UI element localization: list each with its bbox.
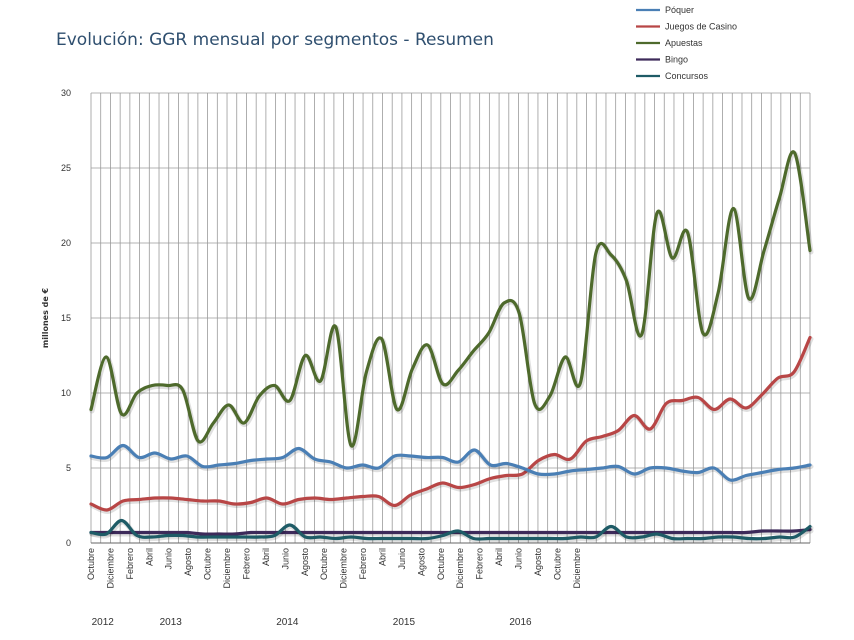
y-axis-label: millones de €: [41, 287, 50, 348]
legend-label: Póquer: [665, 5, 694, 15]
series-lines: [89, 150, 814, 544]
legend-label: Apuestas: [665, 38, 703, 48]
y-tick-label: 15: [61, 313, 71, 323]
x-tick-label: Diciembre: [105, 548, 115, 589]
x-tick-label: Abril: [144, 548, 154, 566]
y-tick-label: 30: [61, 88, 71, 98]
legend-label: Concursos: [665, 71, 709, 81]
legend: Póquer Juegos de Casino Apuestas Bingo Concu…: [636, 5, 737, 81]
grid: [90, 92, 811, 544]
y-tick-label: 10: [61, 388, 71, 398]
year-label: 2014: [276, 617, 299, 628]
x-tick-label: Diciembre: [455, 548, 465, 589]
legend-label: Bingo: [665, 55, 688, 65]
year-label: 2012: [92, 617, 115, 628]
x-tick-label: Diciembre: [339, 548, 349, 589]
legend-label: Juegos de Casino: [665, 22, 737, 32]
x-tick-label: Agosto: [183, 548, 193, 576]
x-tick-label: Febrero: [125, 548, 135, 580]
year-label: 2013: [160, 617, 183, 628]
y-axis: 0 5 10 15 20 25 30: [61, 88, 71, 548]
year-label: 2015: [393, 617, 416, 628]
x-tick-label: Octubre: [436, 548, 446, 580]
x-tick-label: Octubre: [86, 548, 96, 580]
y-tick-label: 0: [66, 538, 71, 548]
x-tick-label: Agosto: [416, 548, 426, 576]
x-tick-label: Agosto: [300, 548, 310, 576]
series-line-poquer: [89, 443, 812, 482]
x-tick-label: Agosto: [533, 548, 543, 576]
x-tick-label: Abril: [377, 548, 387, 566]
series-line-apuestas: [89, 150, 812, 448]
x-tick-label: Junio: [514, 548, 524, 570]
x-tick-label: Diciembre: [572, 548, 582, 589]
y-tick-label: 25: [61, 163, 71, 173]
x-tick-label: Octubre: [319, 548, 329, 580]
x-tick-label: Febrero: [475, 548, 485, 580]
x-tick-label: Junio: [280, 548, 290, 570]
year-labels: 2012 2013 2014 2015 2016: [92, 617, 532, 628]
x-tick-label: Octubre: [552, 548, 562, 580]
x-tick-label: Febrero: [358, 548, 368, 580]
x-tick-label: Octubre: [203, 548, 213, 580]
y-tick-label: 20: [61, 238, 71, 248]
x-axis: Octubre Diciembre Febrero Abril Junio Agosto O…: [86, 548, 582, 589]
x-tick-label: Febrero: [241, 548, 251, 580]
year-label: 2016: [509, 617, 532, 628]
x-tick-label: Junio: [164, 548, 174, 570]
x-tick-label: Diciembre: [222, 548, 232, 589]
x-tick-label: Abril: [494, 548, 504, 566]
x-tick-label: Abril: [261, 548, 271, 566]
series-line-juegos-de-casino: [89, 335, 812, 512]
chart-title: Evolución: GGR mensual por segmentos - R…: [56, 30, 494, 50]
series-line-concursos: [89, 518, 812, 541]
y-tick-label: 5: [66, 463, 71, 473]
x-tick-label: Junio: [397, 548, 407, 570]
